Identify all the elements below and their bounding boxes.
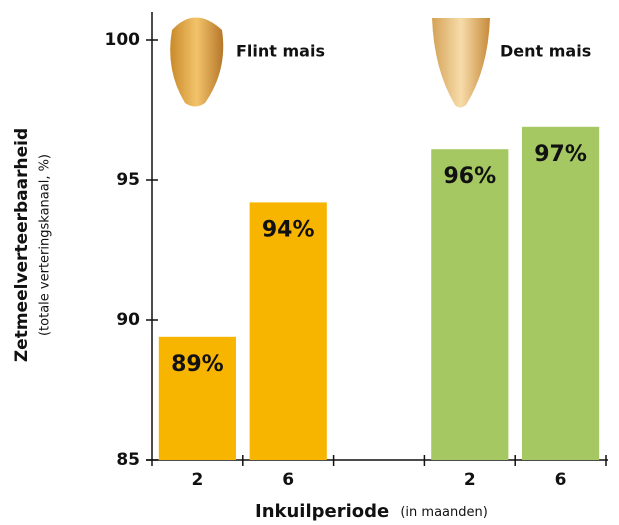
bar	[431, 149, 508, 460]
y-tick-label: 85	[116, 450, 140, 470]
legend-label: Flint mais	[236, 42, 325, 61]
dent-kernel	[432, 18, 490, 108]
x-tick-label: 2	[464, 470, 476, 490]
flint-kernel	[170, 18, 223, 107]
y-tick-label: 100	[105, 30, 141, 50]
value-label: 96%	[443, 164, 496, 189]
x-axis-label-group: Inkuilperiode (in maanden)	[255, 501, 488, 522]
y-tick-label: 95	[116, 170, 140, 190]
x-axis-sublabel: (in maanden)	[400, 505, 487, 520]
x-tick-label: 6	[282, 470, 294, 490]
value-label: 94%	[262, 217, 315, 242]
x-tick-label: 2	[191, 470, 203, 490]
chart: Zetmeelverteerbaarheid (totale vertering…	[0, 0, 619, 525]
value-label: 97%	[534, 142, 587, 167]
value-label: 89%	[171, 352, 224, 377]
y-axis-label: Zetmeelverteerbaarheid	[12, 128, 32, 362]
y-tick-label: 90	[116, 310, 140, 330]
bar	[522, 127, 599, 460]
x-tick-label: 6	[555, 470, 567, 490]
y-axis-sublabel: (totale verteringskanaal, %)	[38, 154, 53, 336]
legend-label: Dent mais	[500, 42, 591, 61]
x-axis-label: Inkuilperiode	[255, 501, 389, 522]
